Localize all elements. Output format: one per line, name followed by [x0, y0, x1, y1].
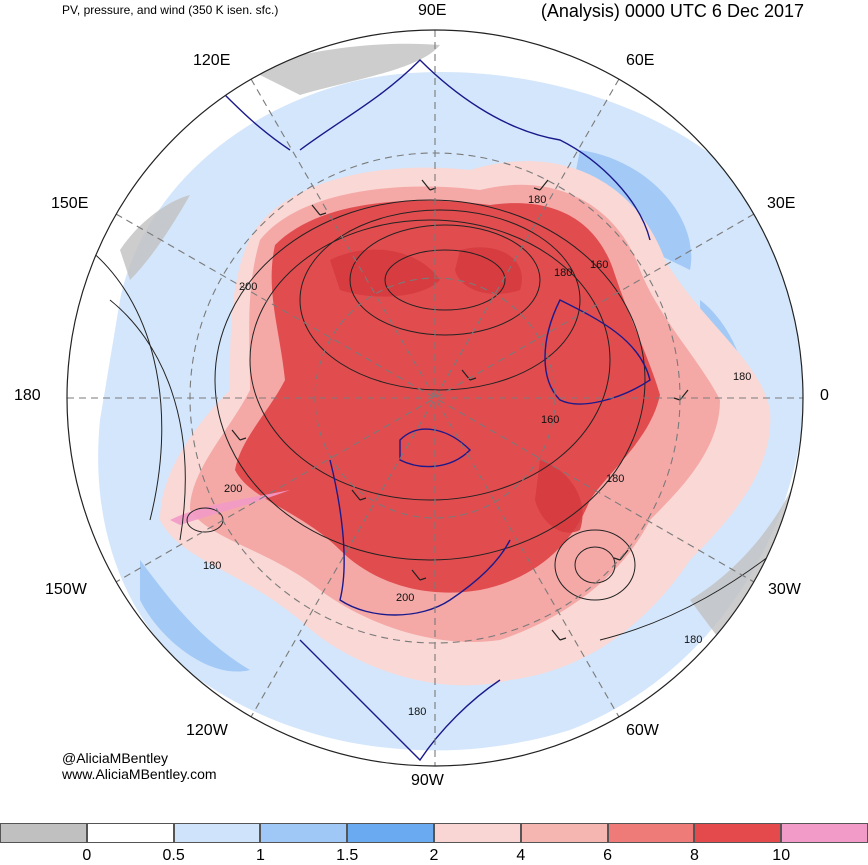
colorbar-label: 4 — [516, 847, 526, 864]
map-boundary — [66, 29, 804, 767]
lon-label-30w: 30W — [768, 581, 801, 598]
author-website: www.AliciaMBentley.com — [62, 766, 217, 782]
contour-label: 180 — [528, 194, 546, 206]
lon-label-150w: 150W — [45, 581, 87, 598]
lon-label-0: 0 — [820, 387, 829, 404]
lon-label-90w: 90W — [411, 772, 444, 789]
lon-label-120w: 120W — [186, 722, 228, 739]
lon-label-180: 180 — [14, 387, 41, 404]
contour-label-group: 180 180 160 180 200 200 180 200 160 180 … — [203, 194, 751, 718]
contour-label: 200 — [396, 592, 414, 604]
coastlines — [219, 59, 651, 762]
colorbar-swatch — [260, 823, 348, 843]
graticule — [67, 30, 803, 766]
contour-label: 200 — [239, 281, 257, 293]
contour-label: 180 — [684, 634, 702, 646]
colorbar-swatches — [0, 823, 868, 845]
polar-map: 180 180 160 180 200 200 180 200 160 180 … — [66, 29, 804, 767]
map-title: (Analysis) 0000 UTC 6 Dec 2017 — [540, 1, 804, 21]
lon-label-60w: 60W — [626, 722, 659, 739]
wind-barbs — [231, 179, 689, 641]
dark-red-patches — [330, 247, 583, 533]
lon-label-30e: 30E — [767, 195, 796, 212]
colorbar-label: 0 — [82, 847, 92, 864]
author-handle: @AliciaMBentley — [62, 750, 169, 766]
contour-label: 160 — [541, 414, 559, 426]
colorbar-swatch — [607, 823, 695, 843]
colorbar-swatch — [86, 823, 174, 843]
contour-label: 180 — [606, 473, 624, 485]
colorbar-label: 2 — [429, 847, 439, 864]
colorbar-label: 6 — [603, 847, 613, 864]
contour-label: 180 — [554, 267, 572, 279]
colorbar-swatch — [173, 823, 261, 843]
colorbar: 0 0.5 1 1.5 2 4 6 8 10 — [0, 823, 868, 865]
contour-label: 160 — [590, 259, 608, 271]
colorbar-swatch — [781, 823, 868, 843]
contour-label: 180 — [203, 560, 221, 572]
lon-label-120e: 120E — [193, 52, 231, 69]
colorbar-swatch — [520, 823, 608, 843]
contour-label: 200 — [224, 483, 242, 495]
lon-label-60e: 60E — [626, 52, 655, 69]
colorbar-label: 0.5 — [162, 847, 185, 864]
lon-label-150e: 150E — [51, 195, 89, 212]
contour-label: 180 — [733, 371, 751, 383]
contour-label: 180 — [408, 706, 426, 718]
author-credit: @AliciaMBentley www.AliciaMBentley.com — [62, 750, 217, 782]
colorbar-label: 1 — [255, 847, 265, 864]
colorbar-label: 1.5 — [336, 847, 359, 864]
map-subtitle: PV, pressure, and wind (350 K isen. sfc.… — [62, 3, 279, 17]
colorbar-label: 8 — [689, 847, 699, 864]
grey-band-region — [120, 43, 800, 640]
colorbar-swatch — [0, 823, 87, 843]
colorbar-swatch — [694, 823, 782, 843]
colorbar-swatch — [347, 823, 434, 843]
colorbar-swatch — [433, 823, 521, 843]
lon-label-90e: 90E — [418, 2, 447, 19]
colorbar-label: 10 — [772, 847, 791, 864]
